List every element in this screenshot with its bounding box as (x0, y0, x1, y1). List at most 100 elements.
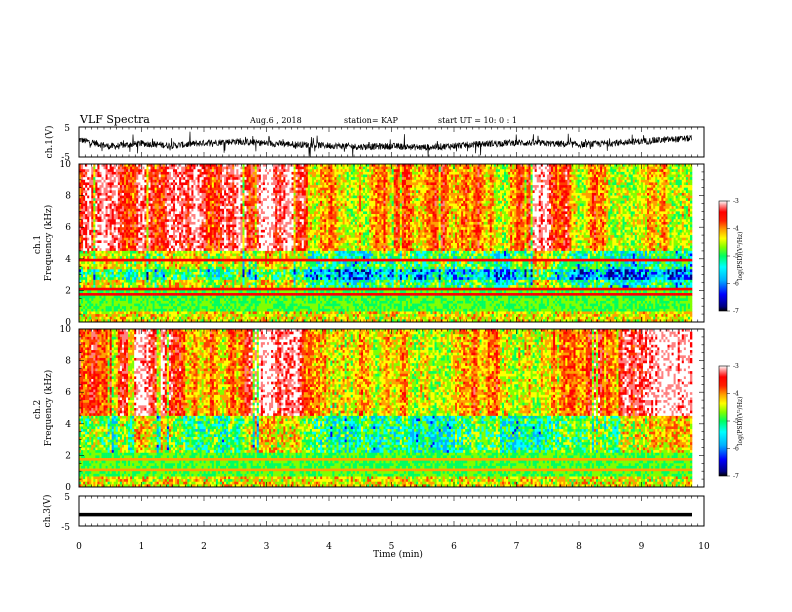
spectrogram-cell (308, 188, 310, 191)
spectrogram-cell (535, 172, 537, 175)
spectrogram-cell (202, 175, 204, 178)
spectrogram-cell (292, 175, 294, 178)
spectrogram-cell (212, 169, 214, 172)
spectrogram-cell (394, 180, 396, 183)
spectrogram-cell (181, 193, 183, 196)
spectrogram-cell (443, 185, 445, 188)
spectrogram-cell (428, 188, 430, 191)
spectrogram-cell (504, 196, 506, 199)
spectrogram-cell (563, 172, 565, 175)
spectrogram-cell (539, 180, 541, 183)
spectrogram-cell (379, 167, 381, 170)
spectrogram-cell (588, 182, 590, 185)
spectrogram-cell (318, 180, 320, 183)
spectrogram-cell (390, 172, 392, 175)
spectrogram-cell (551, 196, 553, 199)
spectrogram-cell (386, 169, 388, 172)
spectrogram-cell (533, 185, 535, 188)
spectrogram-cell (200, 180, 202, 183)
spectrogram-cell (339, 196, 341, 199)
spectrogram-cell (108, 177, 110, 180)
spectrogram-cell (361, 193, 363, 196)
spectrogram-cell (553, 180, 555, 183)
spectrogram-cell (404, 175, 406, 178)
spectrogram-cell (214, 193, 216, 196)
spectrogram-cell (533, 188, 535, 191)
spectrogram-cell (245, 182, 247, 185)
spectrogram-cell (167, 180, 169, 183)
spectrogram-cell (627, 182, 629, 185)
spectrogram-cell (618, 167, 620, 170)
spectrogram-cell (273, 193, 275, 196)
spectrogram-cell (383, 167, 385, 170)
spectrogram-cell (87, 190, 89, 193)
spectrogram-cell (526, 172, 528, 175)
spectrogram-cell (296, 196, 298, 199)
spectrogram-cell (87, 167, 89, 170)
spectrogram-cell (146, 180, 148, 183)
spectrogram-cell (665, 196, 667, 199)
spectrogram-cell (81, 172, 83, 175)
spectrogram-cell (308, 196, 310, 199)
spectrogram-cell (477, 172, 479, 175)
spectrogram-cell (516, 190, 518, 193)
spectrogram-cell (543, 190, 545, 193)
spectrogram-cell (404, 172, 406, 175)
spectrogram-cell (467, 182, 469, 185)
spectrogram-cell (420, 180, 422, 183)
spectrogram-cell (690, 182, 692, 185)
spectrogram-cell (392, 182, 394, 185)
spectrogram-cell (647, 196, 649, 199)
spectrogram-cell (659, 180, 661, 183)
spectrogram-cell (328, 180, 330, 183)
spectrogram-cell (649, 182, 651, 185)
spectrogram-cell (138, 185, 140, 188)
spectrogram-cell (600, 188, 602, 191)
spectrogram-cell (645, 167, 647, 170)
spectrogram-cell (126, 175, 128, 178)
spectrogram-cell (524, 169, 526, 172)
spectrogram-cell (649, 169, 651, 172)
spectrogram-cell (259, 169, 261, 172)
spectrogram-cell (657, 180, 659, 183)
spectrogram-cell (167, 193, 169, 196)
spectrogram-cell (294, 175, 296, 178)
spectrogram-cell (230, 188, 232, 191)
spectrogram-cell (167, 169, 169, 172)
spectrogram-cell (629, 196, 631, 199)
spectrogram-cell (404, 188, 406, 191)
spectrogram-cell (598, 175, 600, 178)
spectrogram-cell (132, 188, 134, 191)
spectrogram-cell (218, 180, 220, 183)
spectrogram-cell (365, 188, 367, 191)
spectrogram-cell (404, 177, 406, 180)
spectrogram-cell (531, 169, 533, 172)
spectrogram-cell (565, 196, 567, 199)
spectrogram-cell (471, 182, 473, 185)
spectrogram-cell (330, 190, 332, 193)
spectrogram-cell (553, 175, 555, 178)
spectrogram-cell (275, 169, 277, 172)
spectrogram-cell (631, 190, 633, 193)
spectrogram-cell (351, 172, 353, 175)
spectrogram-cell (392, 188, 394, 191)
spectrogram-cell (571, 196, 573, 199)
spectrogram-cell (310, 180, 312, 183)
spectrogram-cell (298, 169, 300, 172)
spectrogram-cell (365, 169, 367, 172)
spectrogram-cell (218, 177, 220, 180)
spectrogram-cell (222, 177, 224, 180)
spectrogram-cell (355, 180, 357, 183)
spectrogram-cell (142, 188, 144, 191)
spectrogram-cell (473, 188, 475, 191)
spectrogram-cell (359, 175, 361, 178)
spectrogram-cell (163, 198, 165, 201)
spectrogram-cell (567, 185, 569, 188)
spectrogram-cell (118, 175, 120, 178)
spectrogram-cell (202, 172, 204, 175)
spectrogram-cell (173, 196, 175, 199)
spectrogram-cell (647, 169, 649, 172)
spectrogram-cell (242, 188, 244, 191)
spectrogram-cell (381, 185, 383, 188)
spectrogram-cell (334, 190, 336, 193)
